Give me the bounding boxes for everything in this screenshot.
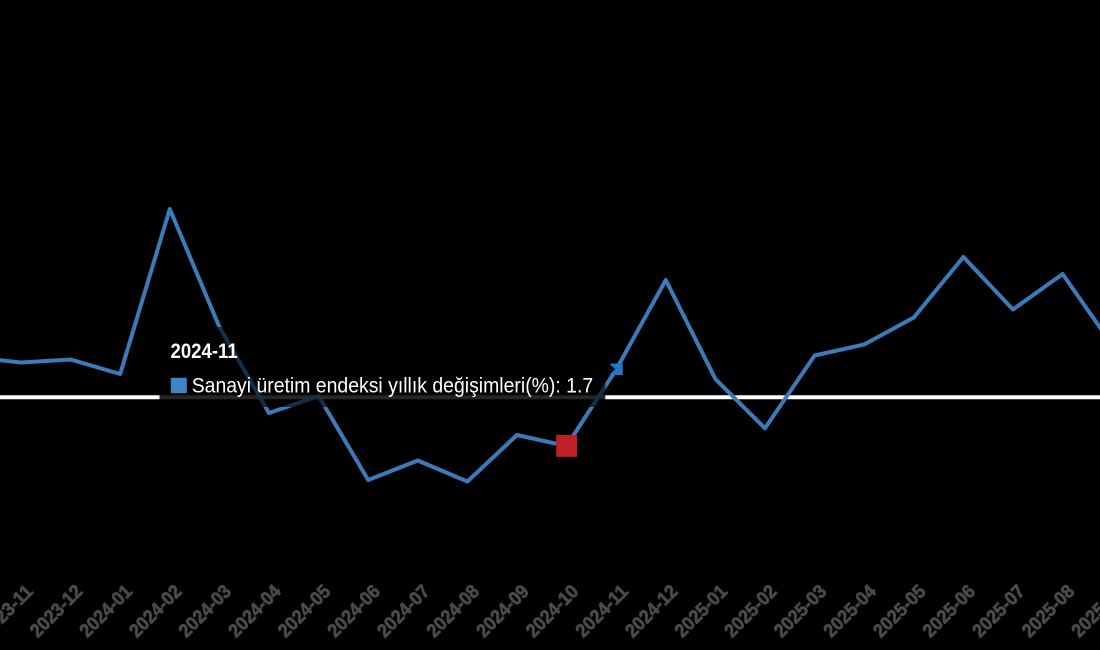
svg-text:Sanayi üretim endeksi yıllık d: Sanayi üretim endeksi yıllık değişimleri… [192,375,594,398]
svg-text:2024-11: 2024-11 [171,340,238,363]
